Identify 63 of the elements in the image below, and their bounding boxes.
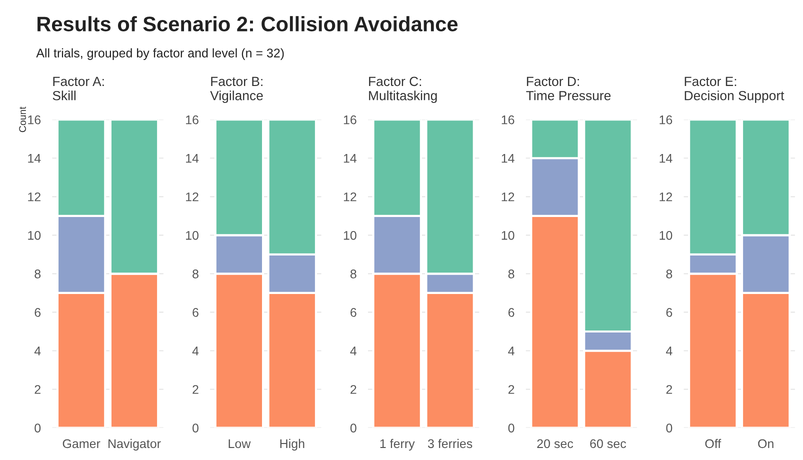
chart-title: Factor A: Skill (52, 76, 104, 100)
y-tick-label: 8 (192, 270, 198, 278)
y-tick-label: 14 (186, 154, 199, 163)
y-tick-label: 10 (660, 230, 672, 240)
y-tick-label: 12 (502, 192, 514, 202)
y-tick-label: 0 (508, 424, 514, 432)
y-axis-title: Count (19, 106, 26, 132)
y-tick-label: 8 (350, 270, 356, 278)
y-tick-label: 14 (344, 154, 357, 163)
y-tick-label: 10 (28, 230, 41, 240)
x-tick-label: 3 ferries (428, 438, 472, 448)
y-tick-label: 2 (34, 385, 40, 394)
x-tick-label: 20 sec (537, 439, 574, 448)
y-tick-label: 4 (508, 346, 514, 356)
x-tick-label: Off (705, 438, 722, 448)
x-tick-label: Low (228, 439, 251, 448)
y-tick-label: 8 (666, 270, 672, 278)
y-tick-label: 14 (28, 154, 41, 163)
y-tick-label: 2 (508, 385, 514, 394)
y-tick-label: 0 (192, 424, 198, 432)
y-tick-label: 0 (34, 424, 41, 432)
x-tick-label: Navigator (108, 438, 161, 451)
text: Results of Scenario 2: Collision Avoidance (38, 16, 458, 32)
y-tick-label: 4 (192, 346, 199, 356)
y-tick-label: 12 (186, 192, 198, 202)
y-tick-label: 8 (508, 270, 514, 278)
y-tick-label: 10 (502, 230, 514, 240)
y-tick-label: 14 (660, 154, 672, 163)
y-tick-label: 6 (508, 308, 514, 317)
y-tick-label: 2 (350, 385, 356, 394)
chart-title: Factor D: Time Pressure (526, 76, 611, 100)
x-tick-label: Gamer (62, 439, 100, 448)
y-tick-label: 10 (186, 230, 198, 240)
y-tick-label: 0 (666, 424, 672, 432)
y-tick-label: 6 (192, 308, 198, 317)
x-tick-label: 60 sec (590, 439, 626, 448)
chart-title: Factor E: Decision Support (684, 76, 784, 103)
y-tick-label: 4 (34, 346, 41, 356)
y-tick-label: 12 (28, 192, 40, 202)
y-tick-label: 6 (666, 308, 672, 317)
chart-title: Factor C: Multitasking (369, 76, 437, 103)
y-tick-label: 16 (344, 115, 356, 124)
text: All trials, grouped by factor and level (n = 32) (36, 48, 284, 60)
y-tick-label: 12 (344, 192, 356, 202)
y-tick-label: 2 (666, 385, 672, 394)
y-tick-label: 16 (660, 115, 672, 124)
y-tick-label: 16 (186, 115, 198, 124)
x-tick-label: 1 ferry (380, 438, 415, 451)
y-tick-label: 16 (502, 115, 514, 124)
y-tick-label: 2 (192, 385, 198, 394)
y-tick-label: 10 (344, 230, 356, 240)
y-tick-label: 16 (28, 115, 41, 124)
y-tick-label: 8 (34, 270, 41, 278)
y-tick-label: 12 (660, 192, 672, 202)
y-tick-label: 6 (350, 308, 356, 317)
x-tick-label: On (758, 439, 774, 448)
x-tick-label: High (280, 438, 304, 451)
chart-title: Factor B: Vigilance (210, 76, 263, 103)
y-tick-label: 14 (502, 154, 514, 163)
y-tick-label: 0 (350, 424, 356, 432)
y-tick-label: 6 (34, 308, 41, 317)
y-tick-label: 4 (350, 346, 357, 356)
y-tick-label: 4 (666, 346, 672, 356)
